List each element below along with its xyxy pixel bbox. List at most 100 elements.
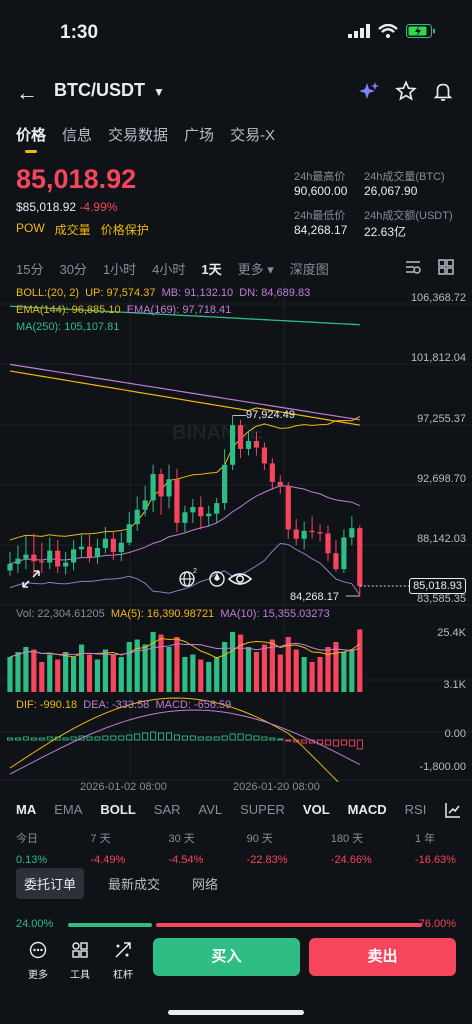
tags: POW 成交量 价格保护 xyxy=(16,221,149,238)
perf-label: 1 年 xyxy=(414,833,436,845)
candle-body xyxy=(158,474,164,497)
ind-ema[interactable]: EMA xyxy=(54,802,83,817)
ai-sparkle-icon[interactable] xyxy=(358,80,380,108)
macd-hist-bar xyxy=(332,739,340,747)
volume-bar xyxy=(71,657,77,692)
volume-bar xyxy=(166,647,172,692)
volume-bar xyxy=(301,657,307,692)
volume-bar xyxy=(230,632,236,692)
tools-button[interactable]: 工具 xyxy=(60,941,100,981)
candle-body xyxy=(190,507,196,513)
caret-down-icon[interactable]: ▼ xyxy=(153,85,165,99)
tab-trade-x[interactable]: 交易-X xyxy=(230,127,276,144)
interval-30m[interactable]: 30分 xyxy=(59,262,87,277)
tab-price[interactable]: 价格 xyxy=(16,124,46,153)
perf-label: 7 天 xyxy=(90,833,111,845)
candle-body xyxy=(63,562,69,567)
home-indicator xyxy=(168,1010,304,1015)
macd-dif-line xyxy=(9,697,339,782)
pair-title[interactable]: BTC/USDT xyxy=(54,80,145,100)
tab-recent-trades[interactable]: 最新成交 xyxy=(108,877,161,892)
volume-bar xyxy=(245,647,252,692)
candle-body xyxy=(317,532,323,534)
candle-body xyxy=(341,537,347,570)
tab-info[interactable]: 信息 xyxy=(62,127,93,144)
volume-bar xyxy=(39,662,45,692)
candle-body xyxy=(293,529,299,539)
tab-network[interactable]: 网络 xyxy=(192,877,219,892)
macd-tick: 0.00 xyxy=(444,728,466,740)
more-button[interactable]: 更多 xyxy=(18,941,58,981)
ind-sar[interactable]: SAR xyxy=(153,802,181,817)
macd-hist-bar xyxy=(6,737,14,741)
battery-icon xyxy=(406,24,435,38)
ind-avl[interactable]: AVL xyxy=(198,802,223,817)
volume-bar xyxy=(94,659,101,692)
layout-grid-icon[interactable] xyxy=(437,258,455,281)
tab-square[interactable]: 广场 xyxy=(184,127,215,144)
depth-chart-tab[interactable]: 深度图 xyxy=(289,262,329,277)
tag-volume[interactable]: 成交量 xyxy=(54,223,91,237)
fullscreen-icon[interactable] xyxy=(20,568,42,595)
candle-body xyxy=(222,464,228,504)
kline-chart[interactable]: BINANCE xyxy=(0,282,472,782)
macd-hist-bar xyxy=(229,733,236,741)
ethereum-icon[interactable] xyxy=(207,567,229,594)
boll-upper-line xyxy=(9,416,361,541)
last-price: 85,018.92 xyxy=(16,164,137,194)
ind-boll[interactable]: BOLL xyxy=(100,802,136,817)
sell-button[interactable]: 卖出 xyxy=(309,938,456,976)
vol-tick: 3.1K xyxy=(443,679,466,691)
ema-legend: EMA(144): 96,885.10 EMA(169): 97,718.41 xyxy=(16,304,231,316)
ind-vol[interactable]: VOL xyxy=(302,802,330,817)
macd-hist-bar xyxy=(269,737,276,741)
interval-4h[interactable]: 4小时 xyxy=(152,262,186,277)
tab-trading-data[interactable]: 交易数据 xyxy=(108,127,169,144)
macd-hist-bar xyxy=(189,735,196,741)
star-icon[interactable] xyxy=(395,80,417,108)
ind-rsi[interactable]: RSI xyxy=(404,802,427,817)
volume-bar xyxy=(7,657,13,692)
ind-ma[interactable]: MA xyxy=(16,802,37,817)
high-marker: 97,924.49 xyxy=(246,409,295,421)
volume-bar xyxy=(357,629,363,692)
interval-more[interactable]: 更多 ▾ xyxy=(237,262,274,277)
low-label: 24h最低价 xyxy=(294,210,346,222)
interval-15m[interactable]: 15分 xyxy=(16,262,44,277)
macd-hist-bar xyxy=(277,738,284,741)
ind-macd[interactable]: MACD xyxy=(347,802,387,817)
tab-open-orders[interactable]: 委托订单 xyxy=(16,868,85,899)
boll-dn: DN: 84,689.83 xyxy=(239,287,311,299)
macd-hist-bar xyxy=(181,735,188,741)
macd-hist-bar xyxy=(253,735,260,741)
high-value: 90,600.00 xyxy=(294,184,348,198)
candle-body xyxy=(47,550,53,563)
interval-1d[interactable]: 1天 xyxy=(201,262,222,277)
interval-1h[interactable]: 1小时 xyxy=(102,262,137,277)
volume-bar xyxy=(23,647,29,692)
ind-super[interactable]: SUPER xyxy=(240,802,285,817)
eye-icon[interactable] xyxy=(227,570,253,593)
leverage-button[interactable]: 杠杆 xyxy=(103,941,143,981)
macd-hist-bar xyxy=(126,734,133,741)
buy-button[interactable]: 买入 xyxy=(153,938,300,976)
globe-icon[interactable]: 2 xyxy=(177,567,199,594)
macd-hist-bar xyxy=(38,737,45,741)
chart-settings-icon[interactable] xyxy=(404,258,422,281)
volume-bar xyxy=(198,659,204,692)
volume-bar xyxy=(261,644,267,692)
volume-bar xyxy=(158,634,164,692)
macd-hist-bar xyxy=(110,735,117,741)
tag-price-protection[interactable]: 价格保护 xyxy=(100,223,149,237)
candle-body xyxy=(325,533,331,554)
tag-pow[interactable]: POW xyxy=(16,221,45,235)
watermark: BINANCE xyxy=(172,422,263,444)
candle-body xyxy=(285,485,291,530)
ma250-legend: MA(250): 105,107.81 xyxy=(16,321,120,333)
bell-icon[interactable] xyxy=(432,80,454,108)
perf-label: 180 天 xyxy=(330,833,364,845)
macd-hist-bar xyxy=(221,735,228,741)
indicator-edit-icon[interactable] xyxy=(444,801,462,824)
candle-body xyxy=(261,447,267,464)
back-arrow-icon[interactable]: ← xyxy=(16,80,38,105)
